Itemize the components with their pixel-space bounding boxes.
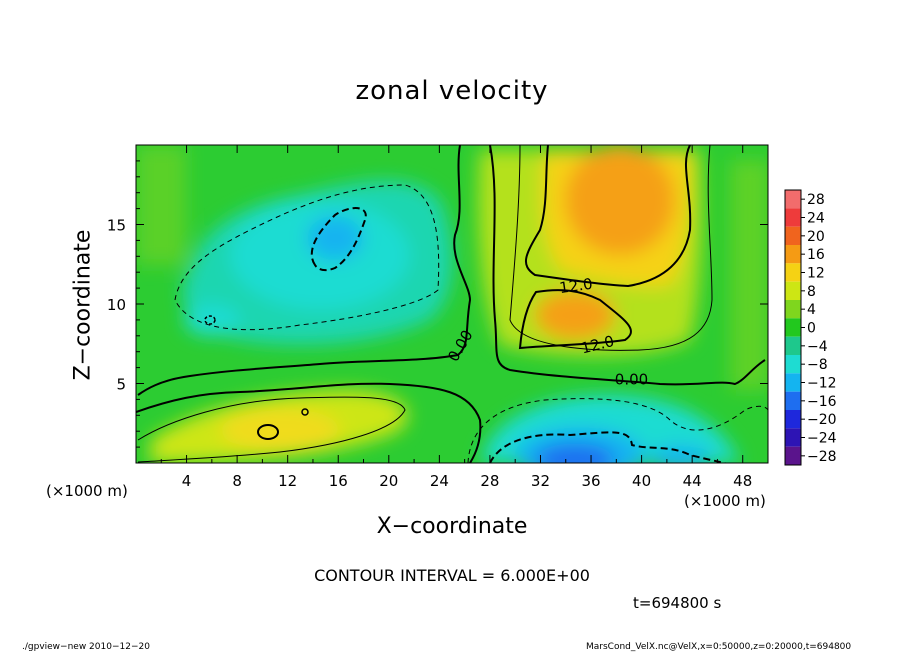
colorbar-swatch [785,318,801,337]
contour-six-upper-right [509,145,713,351]
colorbar-swatch [785,245,801,264]
chart-title: zonal velocity [355,76,549,106]
x-tick-label: 32 [531,472,550,490]
x-axis-unit-right: (×1000 m) [684,492,766,510]
contour-label-text: 0.00 [615,371,648,389]
colorbar-swatch [785,446,801,465]
colorbar: 28 24 20 16 12 8 4 0 −4 −8 −12 −16 −20 −24 −28 [784,189,837,466]
colorbar-label: 24 [807,211,825,227]
x-tick-label: 48 [733,472,752,490]
negative-min-bottom-right [535,444,615,463]
contour-minus-twelve-upper [310,207,367,272]
time-label: t=694800 s [633,594,722,612]
colorbar-swatch [785,355,801,374]
contour-label: 12.0 [558,275,594,297]
colorbar-swatch [785,373,801,392]
contour-label-text: 12.0 [558,275,594,297]
x-axis-unit-left: (×1000 m) [46,482,128,500]
colorbar-label: −8 [807,357,828,373]
colorbar-swatch [785,428,801,447]
negative-min-upper-left [307,216,363,260]
x-tick-label: 28 [480,472,499,490]
colorbar-swatch [785,410,801,429]
positive-max-upper-right [565,145,675,255]
positive-max-mid-right [535,290,615,340]
contours [136,145,768,463]
y-tick-label: 10 [107,296,126,314]
colorbar-label: −16 [807,394,837,410]
contour-zero-lower [136,382,482,463]
colorbar-label: 12 [807,266,825,282]
colorbar-swatch [785,190,801,209]
y-axis-label: Z−coordinate [70,229,96,381]
x-tick-label: 20 [379,472,398,490]
colorbar-label: −12 [807,376,837,392]
contour-minus-six [174,184,440,331]
contour-minus-six-bottom [467,398,768,463]
colorbar-label: 0 [807,321,816,337]
x-tick-label: 40 [632,472,651,490]
x-tick-label: 36 [581,472,600,490]
x-tick-label: 12 [278,472,297,490]
colorbar-label: 4 [807,302,816,318]
colorbar-label: −4 [807,339,828,355]
colorbar-swatch [785,336,801,355]
x-tick-label: 24 [430,472,449,490]
x-tick-label: 44 [683,472,702,490]
contour-small-dashed [204,315,216,325]
contour-zero-central [137,145,472,396]
y-tick-label: 15 [107,217,126,235]
right-edge-positive [730,160,768,390]
contour-small-left-pos [301,408,309,416]
contour-zero-right [489,145,766,386]
y-tick-label: 5 [116,376,126,394]
left-edge-positive [136,145,186,265]
colorbar-swatch [785,281,801,300]
contour-twelve-upper [525,145,692,288]
axis-ticks [136,145,768,463]
colorbar-swatch [785,208,801,227]
colorbar-label: −24 [807,431,837,447]
colorbar-label: 16 [807,247,825,263]
contour-small-closed [257,424,279,440]
contour-interval: CONTOUR INTERVAL = 6.000E+00 [314,566,590,585]
colorbar-label: −28 [807,449,837,465]
footer-left: ./gpview−new 2010−12−20 [22,642,150,652]
footer-right: MarsCond_VelX.nc@VelX,x=0:50000,z=0:2000… [586,642,852,652]
contour-label: 0.00 [615,371,648,389]
colorbar-label: 20 [807,229,825,245]
negative-small-bottom-right [650,446,710,463]
contour-minus-twelve-lower [489,431,726,463]
field-shading [136,145,768,463]
colorbar-swatch [785,391,801,410]
colorbar-label: 8 [807,284,816,300]
colorbar-swatch [785,263,801,282]
negative-small-left [184,304,240,336]
colorbar-label: 28 [807,192,825,208]
positive-max-lower-left [220,408,340,452]
x-tick-label: 8 [232,472,242,490]
colorbar-swatch [785,300,801,319]
x-tick-label: 4 [182,472,192,490]
x-axis-label: X−coordinate [376,514,528,539]
contour-six-lower [137,396,406,463]
colorbar-swatch [785,226,801,245]
x-tick-label: 16 [329,472,348,490]
velocity-field: 12.012.00.000.00 [136,145,768,463]
colorbar-label: −20 [807,412,837,428]
contour-twelve-lower [518,289,632,350]
